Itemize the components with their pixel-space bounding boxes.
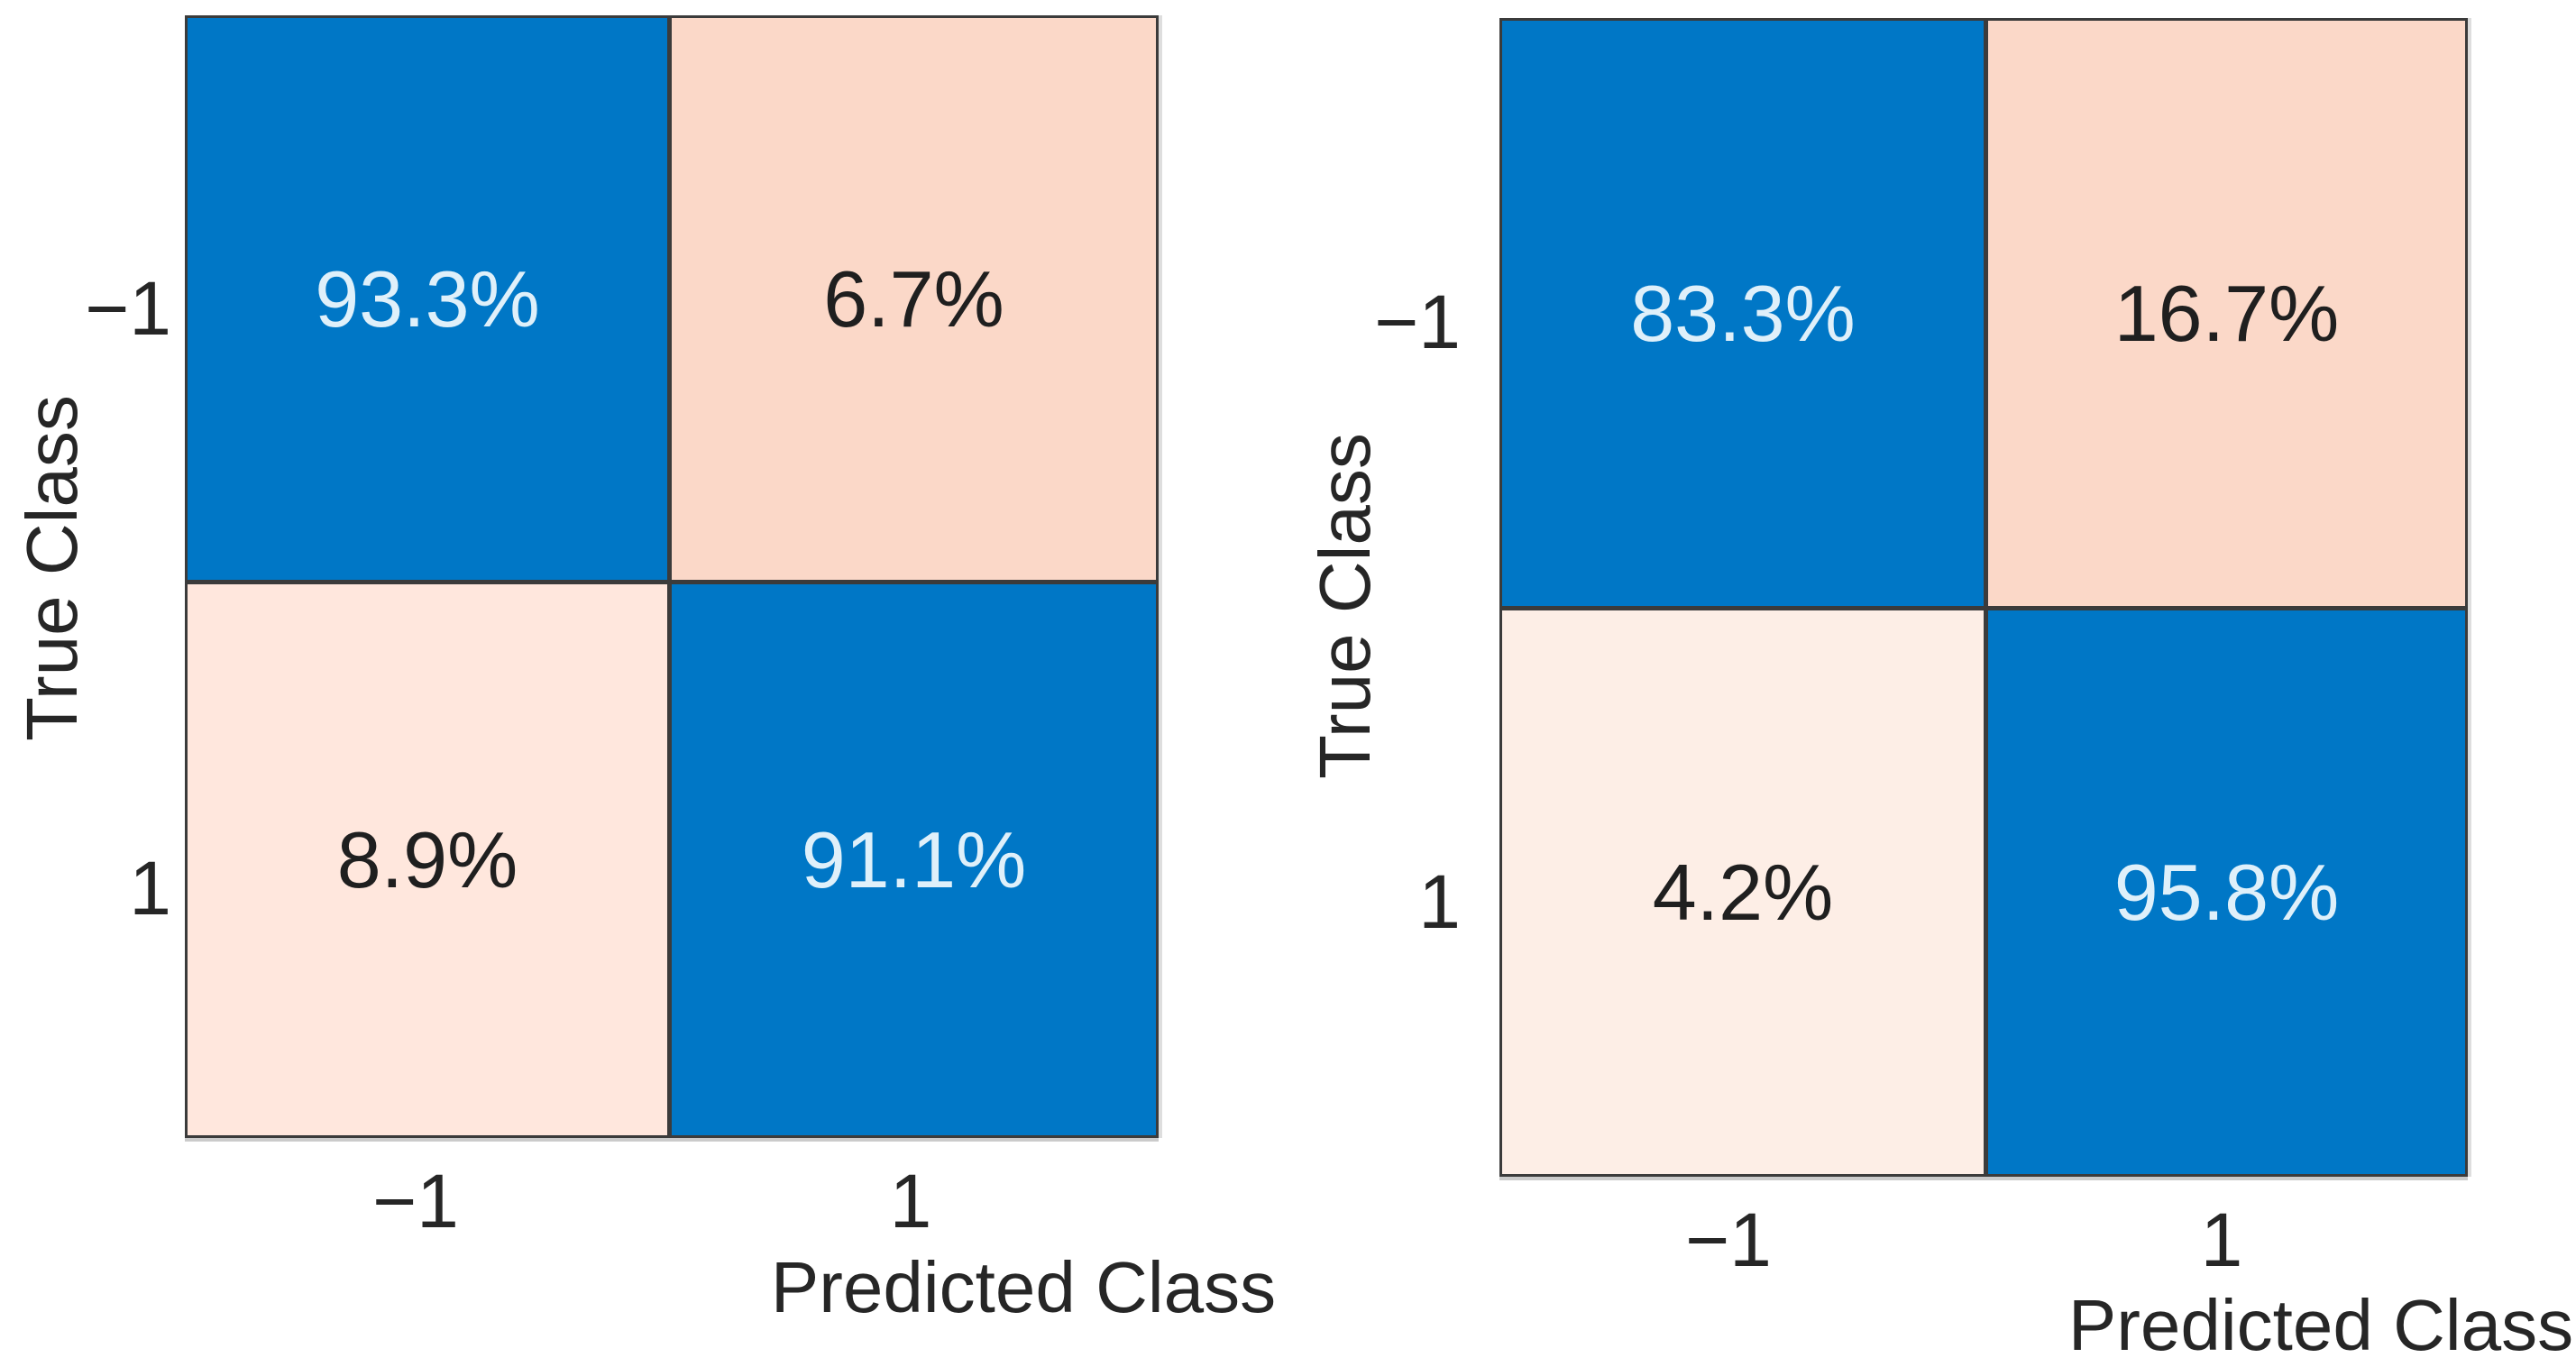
cell-right-true-neg1-pred-1: 16.7% [1988,21,2465,606]
right-xtick-neg1: −1 [1685,1197,1772,1282]
confusion-matrix-right: 83.3% 16.7% 4.2% 95.8% [1499,18,2468,1177]
cell-left-true-1-pred-1: 91.1% [672,584,1156,1135]
left-y-axis-label: True Class [12,395,92,741]
right-xtick-1: 1 [2200,1197,2243,1282]
cell-left-true-1-pred-neg1: 8.9% [188,584,667,1135]
right-y-axis-label: True Class [1305,433,1385,779]
right-x-axis-label: Predicted Class [2067,1285,2574,1365]
confusion-matrix-left: 93.3% 6.7% 8.9% 91.1% [185,15,1159,1138]
left-ytick-1: 1 [129,846,171,931]
cell-left-true-neg1-pred-1: 6.7% [672,18,1156,580]
left-xtick-neg1: −1 [372,1159,459,1243]
left-xtick-1: 1 [889,1159,932,1243]
cell-right-true-1-pred-1: 95.8% [1988,610,2465,1174]
cell-left-true-neg1-pred-neg1: 93.3% [188,18,667,580]
cell-right-true-1-pred-neg1: 4.2% [1502,610,1984,1174]
left-ytick-neg1: −1 [85,266,171,351]
left-x-axis-label: Predicted Class [770,1247,1277,1327]
cell-right-true-neg1-pred-neg1: 83.3% [1502,21,1984,606]
right-ytick-1: 1 [1418,859,1461,944]
right-ytick-neg1: −1 [1374,280,1461,364]
